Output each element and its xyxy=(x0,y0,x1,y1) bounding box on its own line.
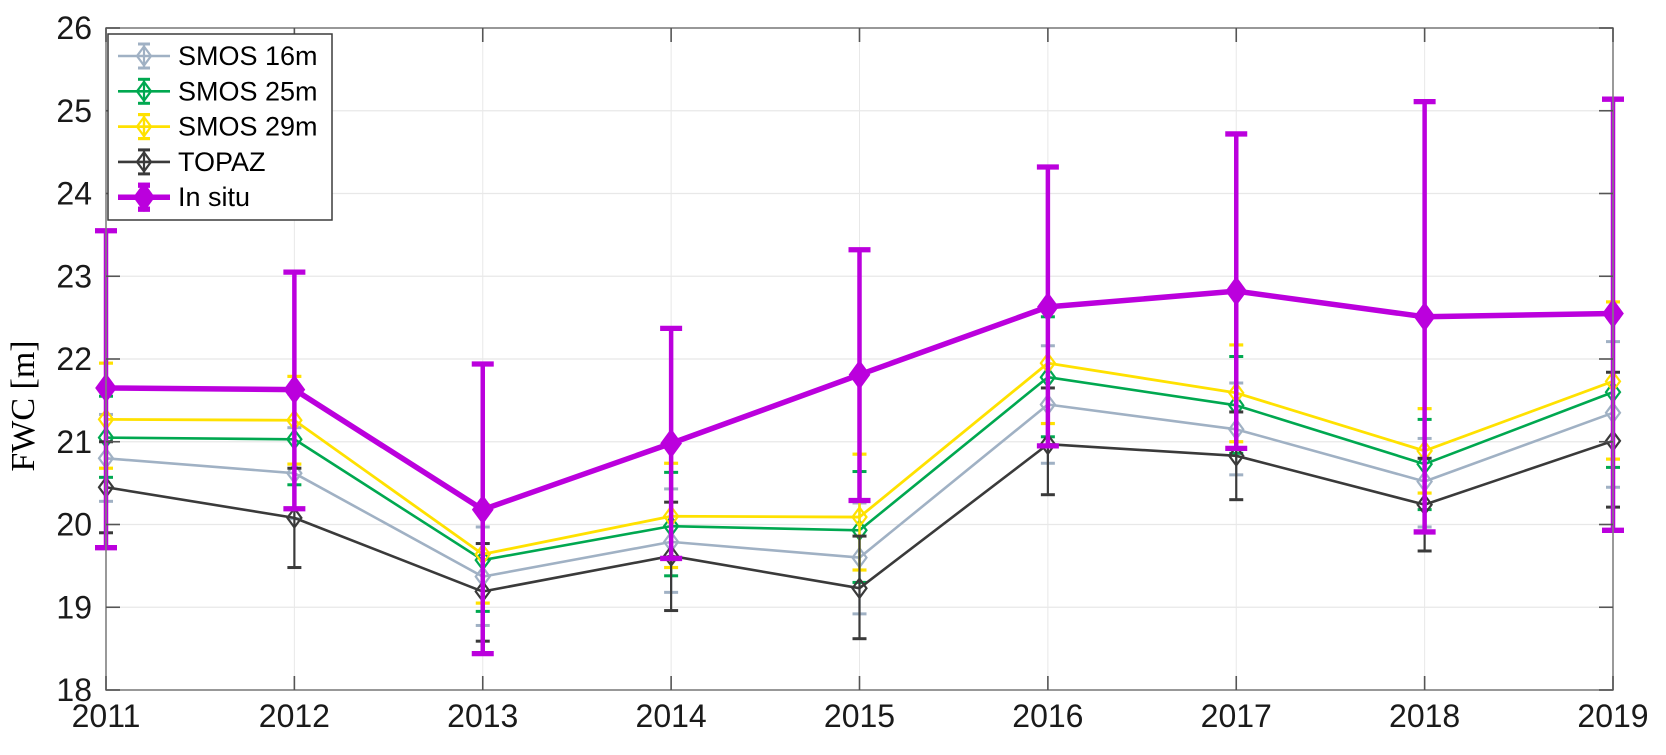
y-tick-label: 24 xyxy=(56,176,92,212)
data-point-marker xyxy=(1413,301,1436,332)
legend-entry-topaz: TOPAZ xyxy=(118,147,266,177)
y-tick-label: 22 xyxy=(56,341,92,377)
legend-marker-sample xyxy=(135,44,153,68)
legend-entry-label: SMOS 29m xyxy=(178,112,318,142)
data-line-topaz xyxy=(105,439,1614,593)
x-tick-label: 2011 xyxy=(72,698,141,734)
legend-entry-label: TOPAZ xyxy=(178,147,266,177)
x-tick-label: 2015 xyxy=(824,698,895,734)
legend-marker-sample xyxy=(135,79,153,103)
y-tick-label: 20 xyxy=(56,507,92,543)
x-tick-label: 2012 xyxy=(259,698,330,734)
legend-entry-label: In situ xyxy=(178,182,250,212)
data-point-marker xyxy=(1225,276,1248,307)
legend-marker-sample xyxy=(133,182,155,213)
x-tick-label: 2018 xyxy=(1389,698,1460,734)
data-point-marker xyxy=(851,505,868,529)
y-axis-title: FWC [m] xyxy=(5,340,42,471)
legend-entry-smos-25m: SMOS 25m xyxy=(118,76,318,106)
data-point-marker xyxy=(283,374,306,405)
x-tick-label: 2019 xyxy=(1577,698,1648,734)
legend-entry-label: SMOS 25m xyxy=(178,76,318,106)
x-tick-label: 2013 xyxy=(447,698,518,734)
x-tick-label: 2016 xyxy=(1012,698,1083,734)
y-tick-labels: 18 19 20 21 22 23 24 25 26 xyxy=(56,10,92,708)
data-point-marker xyxy=(471,494,494,525)
data-point-marker xyxy=(660,428,682,459)
legend-entry-in-situ: In situ xyxy=(118,182,250,212)
legend-marker-sample xyxy=(135,115,153,138)
legend-entry-smos-16m: SMOS 16m xyxy=(118,41,318,71)
markers-in-situ xyxy=(95,276,1624,525)
data-point-marker xyxy=(286,506,303,530)
data-point-marker xyxy=(1037,292,1059,322)
data-point-marker xyxy=(851,576,868,600)
data-point-marker xyxy=(848,359,871,390)
y-tick-label: 18 xyxy=(56,672,92,708)
legend: SMOS 16m SMOS 25m SMOS 29m TOPAZ In situ xyxy=(107,33,333,221)
data-point-marker xyxy=(1039,432,1057,456)
legend-entry-smos-29m: SMOS 29m xyxy=(118,112,318,142)
legend-marker-sample xyxy=(135,150,153,174)
x-tick-labels: 2011 2012 2013 2014 2015 2016 2017 2018 2019 xyxy=(72,698,1649,734)
x-tick-label: 2017 xyxy=(1201,698,1272,734)
y-tick-label: 25 xyxy=(56,93,92,129)
data-line-smos-29m xyxy=(105,361,1614,556)
legend-entry-label: SMOS 16m xyxy=(178,41,318,71)
x-tick-label: 2014 xyxy=(636,698,707,734)
y-tick-label: 21 xyxy=(56,424,92,460)
y-tick-label: 23 xyxy=(56,258,92,294)
data-point-marker xyxy=(1227,444,1245,468)
data-point-marker xyxy=(662,544,680,568)
y-tick-label: 19 xyxy=(56,589,92,625)
y-tick-label: 26 xyxy=(56,10,92,46)
